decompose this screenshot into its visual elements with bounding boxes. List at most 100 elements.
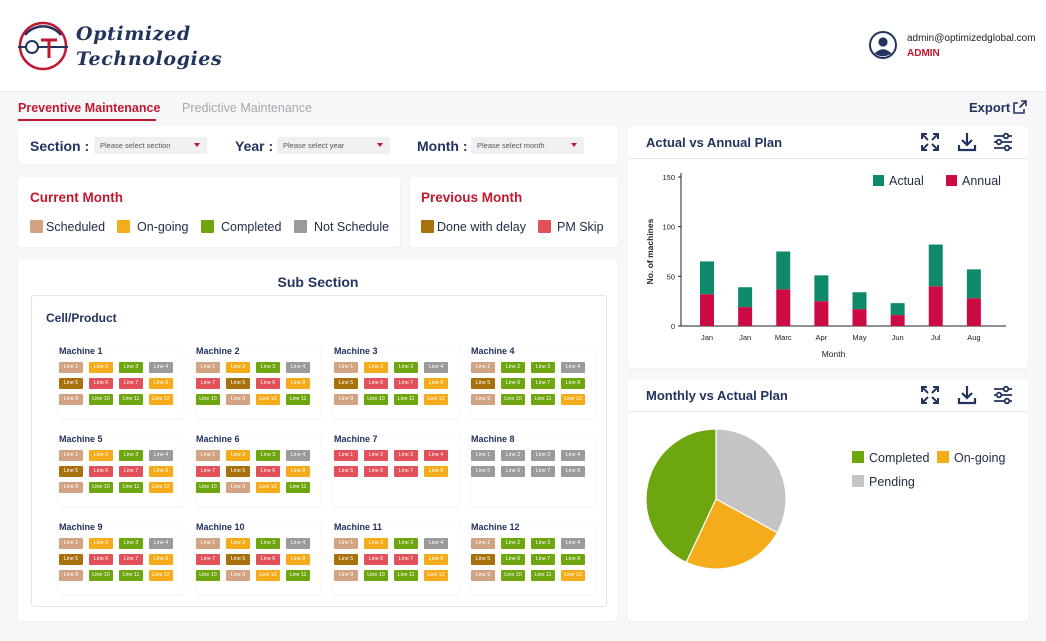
line-status-cell[interactable]: Line 9 <box>334 570 358 581</box>
line-status-cell[interactable]: Line 12 <box>149 570 173 581</box>
line-status-cell[interactable]: Line 1 <box>196 538 220 549</box>
line-status-cell[interactable]: Line 12 <box>561 570 585 581</box>
line-status-cell[interactable]: Line 9 <box>471 570 495 581</box>
line-status-cell[interactable]: Line 4 <box>286 362 310 373</box>
line-status-cell[interactable]: Line 7 <box>531 466 555 477</box>
year-select[interactable]: Please select year <box>277 137 390 154</box>
line-status-cell[interactable]: Line 4 <box>149 450 173 461</box>
machine-card[interactable]: Machine 12 Line 1 Line 2 Line 3 Line 4 Line 5… <box>471 522 595 594</box>
line-status-cell[interactable]: Line 4 <box>561 450 585 461</box>
line-status-cell[interactable]: Line 11 <box>531 570 555 581</box>
line-status-cell[interactable]: Line 4 <box>561 538 585 549</box>
line-status-cell[interactable]: Line 12 <box>424 394 448 405</box>
line-status-cell[interactable]: Line 5 <box>226 378 250 389</box>
line-status-cell[interactable]: Line 12 <box>256 394 280 405</box>
line-status-cell[interactable]: Line 10 <box>89 570 113 581</box>
line-status-cell[interactable]: Line 3 <box>256 450 280 461</box>
pie-slice-completed[interactable] <box>645 428 717 564</box>
line-status-cell[interactable]: Line 12 <box>424 570 448 581</box>
line-status-cell[interactable]: Line 1 <box>471 538 495 549</box>
line-status-cell[interactable]: Line 5 <box>59 378 83 389</box>
machine-card[interactable]: Machine 5 Line 1 Line 2 Line 3 Line 4 Line 5 L… <box>59 434 183 506</box>
line-status-cell[interactable]: Line 4 <box>424 362 448 373</box>
line-status-cell[interactable]: Line 2 <box>364 362 388 373</box>
line-status-cell[interactable]: Line 5 <box>334 378 358 389</box>
line-status-cell[interactable]: Line 9 <box>334 394 358 405</box>
line-status-cell[interactable]: Line 10 <box>196 570 220 581</box>
line-status-cell[interactable]: Line 11 <box>119 394 143 405</box>
line-status-cell[interactable]: Line 2 <box>364 450 388 461</box>
line-status-cell[interactable]: Line 5 <box>334 466 358 477</box>
line-status-cell[interactable]: Line 5 <box>226 466 250 477</box>
bar-annual-1[interactable] <box>738 307 753 326</box>
line-status-cell[interactable]: Line 9 <box>59 570 83 581</box>
line-status-cell[interactable]: Line 1 <box>59 538 83 549</box>
line-status-cell[interactable]: Line 11 <box>286 570 310 581</box>
line-status-cell[interactable]: Line 8 <box>286 378 310 389</box>
machine-card[interactable]: Machine 3 Line 1 Line 2 Line 3 Line 4 Line 5 L… <box>334 346 458 418</box>
line-status-cell[interactable]: Line 12 <box>256 482 280 493</box>
line-status-cell[interactable]: Line 4 <box>286 538 310 549</box>
line-status-cell[interactable]: Line 8 <box>286 554 310 565</box>
line-status-cell[interactable]: Line 9 <box>59 394 83 405</box>
line-status-cell[interactable]: Line 3 <box>394 450 418 461</box>
line-status-cell[interactable]: Line 6 <box>364 466 388 477</box>
machine-card[interactable]: Machine 7 Line 1 Line 2 Line 3 Line 4 Line 5 L… <box>334 434 458 506</box>
line-status-cell[interactable]: Line 3 <box>119 450 143 461</box>
line-status-cell[interactable]: Line 1 <box>334 538 358 549</box>
pie-slice-on-going[interactable] <box>685 498 779 570</box>
line-status-cell[interactable]: Line 10 <box>196 482 220 493</box>
line-status-cell[interactable]: Line 7 <box>196 378 220 389</box>
section-select[interactable]: Please select section <box>94 137 207 154</box>
line-status-cell[interactable]: Line 11 <box>286 482 310 493</box>
line-status-cell[interactable]: Line 3 <box>119 538 143 549</box>
machine-card[interactable]: Machine 11 Line 1 Line 2 Line 3 Line 4 Line 5… <box>334 522 458 594</box>
line-status-cell[interactable]: Line 1 <box>334 450 358 461</box>
line-status-cell[interactable]: Line 6 <box>256 466 280 477</box>
line-status-cell[interactable]: Line 8 <box>561 466 585 477</box>
tab-preventive-maintenance[interactable]: Preventive Maintenance <box>18 101 161 115</box>
machine-card[interactable]: Machine 6 Line 1 Line 2 Line 3 Line 4 Line 7 L… <box>196 434 320 506</box>
line-status-cell[interactable]: Line 10 <box>196 394 220 405</box>
line-status-cell[interactable]: Line 6 <box>256 378 280 389</box>
bar-actual-0[interactable] <box>700 261 714 295</box>
line-status-cell[interactable]: Line 1 <box>471 450 495 461</box>
line-status-cell[interactable]: Line 5 <box>334 554 358 565</box>
line-status-cell[interactable]: Line 3 <box>531 538 555 549</box>
line-status-cell[interactable]: Line 8 <box>149 466 173 477</box>
line-status-cell[interactable]: Line 11 <box>394 570 418 581</box>
line-status-cell[interactable]: Line 10 <box>364 570 388 581</box>
line-status-cell[interactable]: Line 5 <box>59 554 83 565</box>
line-status-cell[interactable]: Line 10 <box>501 570 525 581</box>
line-status-cell[interactable]: Line 7 <box>394 554 418 565</box>
line-status-cell[interactable]: Line 2 <box>226 362 250 373</box>
line-status-cell[interactable]: Line 7 <box>394 378 418 389</box>
download-icon[interactable] <box>957 385 977 405</box>
line-status-cell[interactable]: Line 11 <box>119 570 143 581</box>
line-status-cell[interactable]: Line 7 <box>531 378 555 389</box>
line-status-cell[interactable]: Line 8 <box>424 554 448 565</box>
line-status-cell[interactable]: Line 3 <box>119 362 143 373</box>
line-status-cell[interactable]: Line 2 <box>226 538 250 549</box>
bar-annual-7[interactable] <box>966 298 981 326</box>
line-status-cell[interactable]: Line 12 <box>561 394 585 405</box>
line-status-cell[interactable]: Line 2 <box>89 538 113 549</box>
line-status-cell[interactable]: Line 3 <box>531 362 555 373</box>
export-button[interactable]: Export <box>969 100 1011 115</box>
machine-card[interactable]: Machine 1 Line 1 Line 2 Line 3 Line 4 Line 5 L… <box>59 346 183 418</box>
bar-annual-6[interactable] <box>928 286 943 326</box>
line-status-cell[interactable]: Line 2 <box>501 538 525 549</box>
download-icon[interactable] <box>957 132 977 152</box>
line-status-cell[interactable]: Line 3 <box>256 362 280 373</box>
line-status-cell[interactable]: Line 5 <box>471 554 495 565</box>
line-status-cell[interactable]: Line 3 <box>394 538 418 549</box>
sliders-icon[interactable] <box>993 132 1013 152</box>
line-status-cell[interactable]: Line 4 <box>424 538 448 549</box>
line-status-cell[interactable]: Line 4 <box>286 450 310 461</box>
bar-annual-4[interactable] <box>852 309 867 326</box>
line-status-cell[interactable]: Line 4 <box>149 362 173 373</box>
line-status-cell[interactable]: Line 6 <box>501 466 525 477</box>
line-status-cell[interactable]: Line 10 <box>89 482 113 493</box>
line-status-cell[interactable]: Line 7 <box>196 466 220 477</box>
line-status-cell[interactable]: Line 9 <box>226 482 250 493</box>
